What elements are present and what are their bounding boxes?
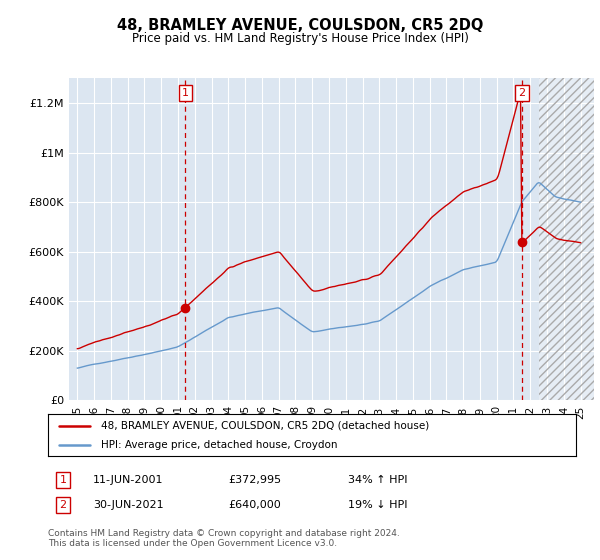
- Text: £640,000: £640,000: [228, 500, 281, 510]
- Text: 2: 2: [518, 88, 526, 98]
- Text: Price paid vs. HM Land Registry's House Price Index (HPI): Price paid vs. HM Land Registry's House …: [131, 32, 469, 45]
- Text: 1: 1: [182, 88, 189, 98]
- Text: 48, BRAMLEY AVENUE, COULSDON, CR5 2DQ (detached house): 48, BRAMLEY AVENUE, COULSDON, CR5 2DQ (d…: [101, 421, 429, 431]
- Text: 11-JUN-2001: 11-JUN-2001: [93, 475, 163, 485]
- Text: 48, BRAMLEY AVENUE, COULSDON, CR5 2DQ: 48, BRAMLEY AVENUE, COULSDON, CR5 2DQ: [117, 18, 483, 33]
- Text: 1: 1: [59, 475, 67, 485]
- Text: 30-JUN-2021: 30-JUN-2021: [93, 500, 164, 510]
- Text: HPI: Average price, detached house, Croydon: HPI: Average price, detached house, Croy…: [101, 440, 337, 450]
- Text: £372,995: £372,995: [228, 475, 281, 485]
- Text: 34% ↑ HPI: 34% ↑ HPI: [348, 475, 407, 485]
- Text: 19% ↓ HPI: 19% ↓ HPI: [348, 500, 407, 510]
- Text: Contains HM Land Registry data © Crown copyright and database right 2024.
This d: Contains HM Land Registry data © Crown c…: [48, 529, 400, 548]
- Text: 2: 2: [59, 500, 67, 510]
